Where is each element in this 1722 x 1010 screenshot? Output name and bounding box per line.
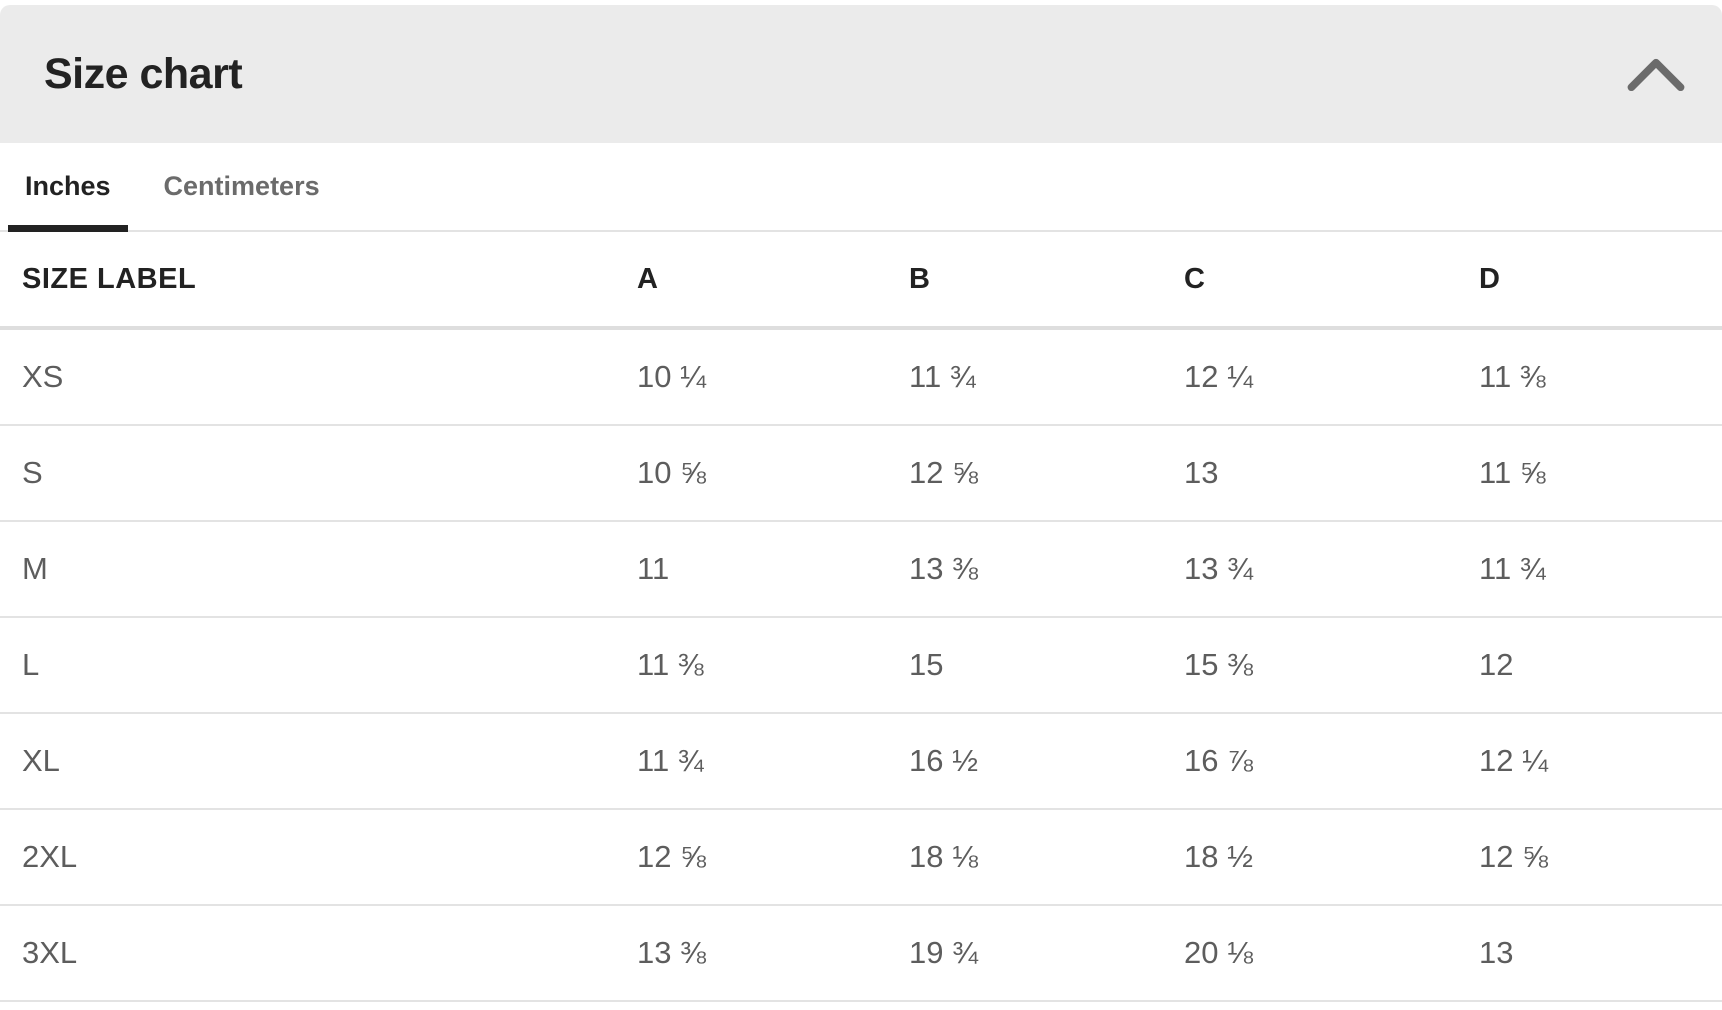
- column-header-a: A: [637, 262, 659, 295]
- table-row: L 11 ⅜ 15 15 ⅜ 12: [0, 618, 1722, 714]
- panel-header: Size chart: [0, 5, 1722, 143]
- size-label-cell: XS: [22, 359, 64, 394]
- measurement-cell: 16 ½: [909, 743, 978, 778]
- tab-centimeters[interactable]: Centimeters: [163, 171, 320, 201]
- measurement-cell: 11 ⅜: [637, 647, 704, 682]
- measurement-cell: 11 ¾: [909, 359, 976, 394]
- column-header-size-label: SIZE LABEL: [22, 262, 197, 295]
- column-header-c: C: [1184, 262, 1206, 295]
- measurement-cell: 11 ¾: [637, 743, 704, 778]
- tab-inches[interactable]: Inches: [8, 143, 128, 232]
- table-row: XS 10 ¼ 11 ¾ 12 ¼ 11 ⅜: [0, 330, 1722, 426]
- size-label-cell: M: [22, 551, 48, 586]
- measurement-cell: 11 ⅜: [1479, 359, 1546, 394]
- measurement-cell: 10 ⅝: [637, 455, 706, 490]
- table-row: 3XL 13 ⅜ 19 ¾ 20 ⅛ 13: [0, 906, 1722, 1002]
- collapse-button[interactable]: [1625, 52, 1687, 96]
- measurement-cell: 16 ⅞: [1184, 743, 1253, 778]
- measurement-cell: 11: [637, 551, 670, 586]
- measurement-cell: 12 ⅝: [909, 455, 978, 490]
- measurement-cell: 12 ¼: [1479, 743, 1548, 778]
- measurement-cell: 12: [1479, 647, 1514, 682]
- measurement-cell: 13 ¾: [1184, 551, 1253, 586]
- measurement-cell: 18 ⅛: [909, 839, 978, 874]
- table-row: XL 11 ¾ 16 ½ 16 ⅞ 12 ¼: [0, 714, 1722, 810]
- measurement-cell: 12 ⅝: [1479, 839, 1548, 874]
- measurement-cell: 20 ⅛: [1184, 935, 1253, 970]
- measurement-cell: 13: [1184, 455, 1219, 490]
- column-header-b: B: [909, 262, 931, 295]
- measurement-cell: 19 ¾: [909, 935, 978, 970]
- unit-tabs: Inches Centimeters: [0, 143, 1722, 232]
- size-table: SIZE LABEL A B C D XS 10 ¼ 11 ¾ 12 ¼ 11 …: [0, 232, 1722, 1002]
- table-header-row: SIZE LABEL A B C D: [0, 232, 1722, 330]
- measurement-cell: 15 ⅜: [1184, 647, 1253, 682]
- measurement-cell: 15: [909, 647, 944, 682]
- measurement-cell: 13: [1479, 935, 1514, 970]
- measurement-cell: 13 ⅜: [637, 935, 706, 970]
- size-label-cell: L: [22, 647, 40, 682]
- measurement-cell: 11 ¾: [1479, 551, 1546, 586]
- size-label-cell: 2XL: [22, 839, 78, 874]
- table-row: 2XL 12 ⅝ 18 ⅛ 18 ½ 12 ⅝: [0, 810, 1722, 906]
- measurement-cell: 10 ¼: [637, 359, 706, 394]
- size-label-cell: S: [22, 455, 43, 490]
- chevron-up-icon: [1627, 58, 1685, 92]
- measurement-cell: 18 ½: [1184, 839, 1253, 874]
- measurement-cell: 11 ⅝: [1479, 455, 1546, 490]
- size-label-cell: XL: [22, 743, 60, 778]
- measurement-cell: 13 ⅜: [909, 551, 978, 586]
- size-label-cell: 3XL: [22, 935, 78, 970]
- size-chart-title: Size chart: [44, 49, 243, 98]
- table-row: S 10 ⅝ 12 ⅝ 13 11 ⅝: [0, 426, 1722, 522]
- measurement-cell: 12 ⅝: [637, 839, 706, 874]
- column-header-d: D: [1479, 262, 1501, 295]
- measurement-cell: 12 ¼: [1184, 359, 1253, 394]
- table-row: M 11 13 ⅜ 13 ¾ 11 ¾: [0, 522, 1722, 618]
